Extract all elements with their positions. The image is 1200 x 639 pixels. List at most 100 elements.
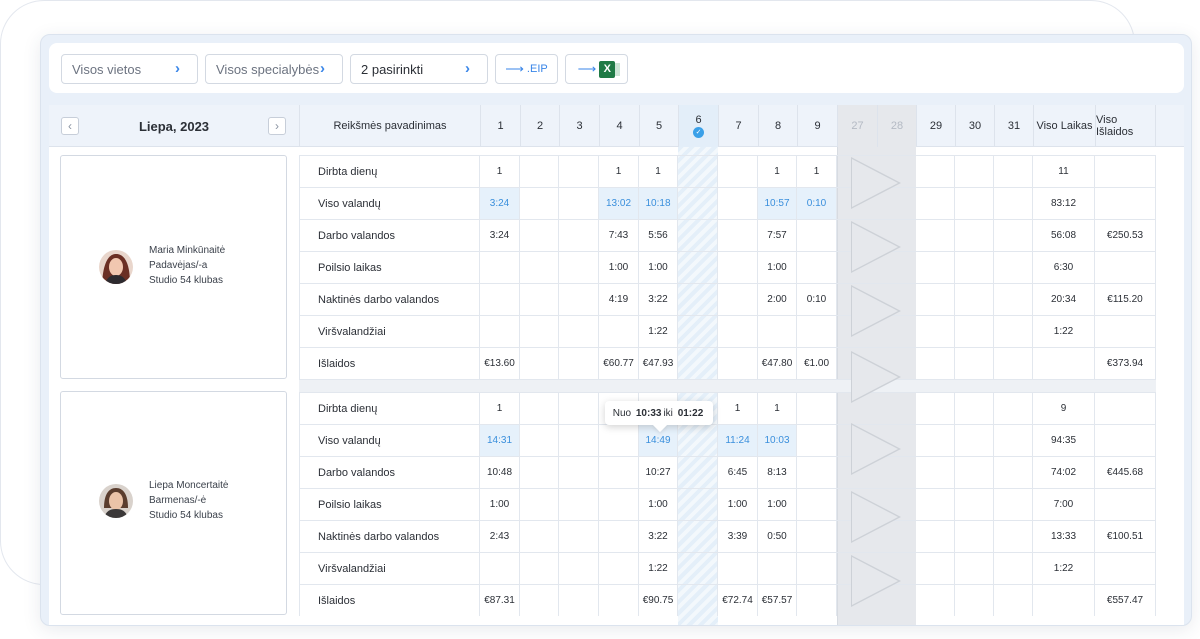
employee-card[interactable]: Maria Minkūnaitė Padavėjas/-a Studio 54 … bbox=[60, 155, 287, 379]
day-cell bbox=[797, 585, 837, 616]
day-cell[interactable]: 2:00 bbox=[758, 284, 797, 315]
day-cell[interactable]: 5:56 bbox=[639, 220, 678, 251]
day-header: 27 bbox=[837, 105, 877, 147]
day-cell[interactable]: 1:00 bbox=[599, 252, 639, 283]
day-cell[interactable]: €87.31 bbox=[480, 585, 520, 616]
day-cell[interactable]: 0:10 bbox=[797, 188, 837, 219]
table-row: Dirbta dienų11119 bbox=[299, 392, 1156, 424]
day-cell[interactable]: 1:00 bbox=[480, 489, 520, 520]
day-cell[interactable]: €60.77 bbox=[599, 348, 639, 379]
day-cell bbox=[559, 188, 599, 219]
employee-card[interactable]: Liepa Moncertaitė Barmenas/-ė Studio 54 … bbox=[60, 391, 287, 615]
day-cell[interactable]: 6:45 bbox=[718, 457, 758, 488]
chevron-right-icon: › bbox=[320, 60, 325, 77]
next-month-button[interactable]: › bbox=[268, 117, 286, 135]
day-cell[interactable]: 14:31 bbox=[480, 425, 520, 456]
day-cell[interactable]: 1 bbox=[758, 156, 797, 187]
table-row: Poilsio laikas 1:00 1:00 1:00 6:30 bbox=[299, 251, 1156, 283]
day-cell bbox=[994, 284, 1033, 315]
row-label: Viso valandų bbox=[299, 188, 480, 219]
day-cell[interactable]: 14:49 bbox=[639, 425, 678, 456]
day-cell[interactable]: 2:43 bbox=[480, 521, 520, 552]
day-cell bbox=[955, 489, 994, 520]
day-cell[interactable]: 3:24 bbox=[480, 188, 520, 219]
day-cell bbox=[599, 425, 639, 456]
day-cell bbox=[916, 188, 955, 219]
day-cell bbox=[599, 585, 639, 616]
day-cell[interactable]: 1:00 bbox=[758, 252, 797, 283]
day-cell[interactable]: 3:22 bbox=[639, 284, 678, 315]
day-cell[interactable]: 0:10 bbox=[797, 284, 837, 315]
total-cost-cell: €100.51 bbox=[1095, 521, 1156, 552]
day-cell[interactable]: 4:19 bbox=[599, 284, 639, 315]
total-cost-cell bbox=[1095, 553, 1156, 584]
day-cell[interactable]: 1:22 bbox=[639, 316, 678, 347]
employee-separator bbox=[299, 379, 1156, 392]
day-cell[interactable]: 0:50 bbox=[758, 521, 797, 552]
day-cell bbox=[559, 220, 599, 251]
day-cell[interactable]: 1 bbox=[480, 156, 520, 187]
total-hours-cell: 11 bbox=[1033, 156, 1095, 187]
export-eip-label: .EIP bbox=[526, 63, 548, 75]
day-cell[interactable]: 10:48 bbox=[480, 457, 520, 488]
day-cell[interactable]: 3:24 bbox=[480, 220, 520, 251]
day-cell[interactable]: €90.75 bbox=[639, 585, 678, 616]
day-cell[interactable]: 7:43 bbox=[599, 220, 639, 251]
day-cell[interactable]: 1:00 bbox=[758, 489, 797, 520]
day-cell[interactable]: €57.57 bbox=[758, 585, 797, 616]
day-cell[interactable]: €72.74 bbox=[718, 585, 758, 616]
day-cell[interactable]: 1:00 bbox=[639, 252, 678, 283]
day-cell[interactable]: 1 bbox=[718, 393, 758, 424]
day-cell bbox=[955, 521, 994, 552]
day-cell[interactable]: 1 bbox=[599, 156, 639, 187]
row-label: Išlaidos bbox=[299, 348, 480, 379]
table-row: Viso valandų 3:24 13:02 10:18 10:57 0:10 83:12 bbox=[299, 187, 1156, 219]
employees-filter[interactable]: 2 pasirinkti › bbox=[350, 54, 488, 84]
employee-place: Studio 54 klubas bbox=[149, 275, 223, 286]
day-cell[interactable]: 10:27 bbox=[639, 457, 678, 488]
day-cell[interactable]: 11:24 bbox=[718, 425, 758, 456]
day-cell[interactable]: 1:00 bbox=[639, 489, 678, 520]
day-cell[interactable]: €1.00 bbox=[797, 348, 837, 379]
row-label: Poilsio laikas bbox=[299, 252, 480, 283]
day-cell bbox=[758, 316, 797, 347]
day-cell[interactable]: €13.60 bbox=[480, 348, 520, 379]
day-cell[interactable]: 10:18 bbox=[639, 188, 678, 219]
day-cell[interactable]: 7:57 bbox=[758, 220, 797, 251]
export-excel-button[interactable]: ⟶ X bbox=[565, 54, 628, 84]
day-cell[interactable]: 1 bbox=[480, 393, 520, 424]
day-cell bbox=[994, 425, 1033, 456]
day-cell bbox=[520, 188, 559, 219]
specialties-filter[interactable]: Visos specialybės › bbox=[205, 54, 343, 84]
day-cell[interactable]: €47.93 bbox=[639, 348, 678, 379]
table-row: Išlaidos €13.60 €60.77 €47.93 €47.80 €1.00 €37… bbox=[299, 347, 1156, 379]
total-hours-cell: 94:35 bbox=[1033, 425, 1095, 456]
day-cell[interactable]: 1:22 bbox=[639, 553, 678, 584]
day-cell[interactable]: 3:22 bbox=[639, 521, 678, 552]
export-eip-button[interactable]: ⟶ .EIP bbox=[495, 54, 558, 84]
employees-filter-label: 2 pasirinkti bbox=[361, 61, 424, 77]
day-header: 28 bbox=[877, 105, 916, 147]
day-cell bbox=[718, 553, 758, 584]
locations-filter[interactable]: Visos vietos › bbox=[61, 54, 198, 84]
day-cell[interactable]: 1 bbox=[758, 393, 797, 424]
day-cell[interactable]: 1 bbox=[797, 156, 837, 187]
day-cell[interactable]: 10:03 bbox=[758, 425, 797, 456]
day-cell bbox=[678, 252, 718, 283]
day-cell bbox=[916, 348, 955, 379]
day-cell[interactable]: 13:02 bbox=[599, 188, 639, 219]
day-cell[interactable]: 3:39 bbox=[718, 521, 758, 552]
day-cell[interactable]: €47.80 bbox=[758, 348, 797, 379]
prev-month-button[interactable]: ‹ bbox=[61, 117, 79, 135]
day-cell[interactable]: 1:00 bbox=[718, 489, 758, 520]
row-label: Naktinės darbo valandos bbox=[299, 521, 480, 552]
total-cost-cell bbox=[1095, 425, 1156, 456]
day-cell[interactable]: 1 bbox=[639, 156, 678, 187]
day-cell bbox=[955, 585, 994, 616]
expand-days-icon-inner bbox=[852, 493, 898, 541]
day-cell bbox=[520, 252, 559, 283]
day-cell bbox=[520, 348, 559, 379]
day-cell[interactable]: 10:57 bbox=[758, 188, 797, 219]
day-cell[interactable]: 8:13 bbox=[758, 457, 797, 488]
day-cell bbox=[994, 316, 1033, 347]
